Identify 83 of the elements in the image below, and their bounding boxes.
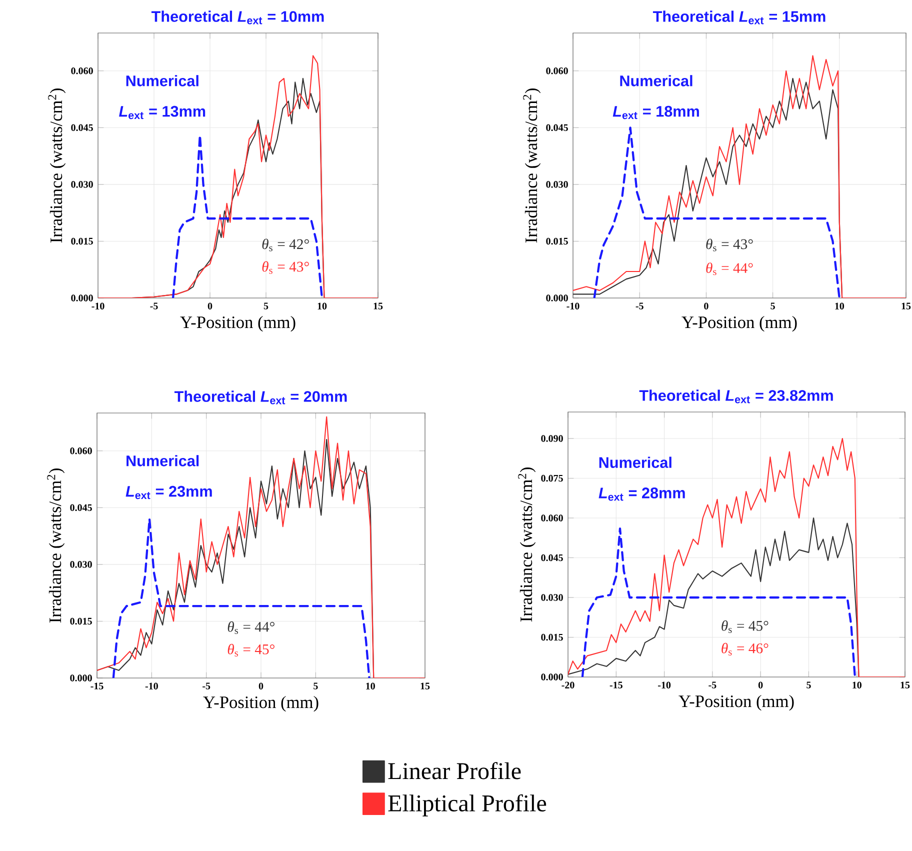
x-tick-label: -10 <box>566 302 580 310</box>
y-tick-label: 0.015 <box>71 238 93 245</box>
y-tick-label: 0.060 <box>70 447 92 454</box>
y-tick-label: 0.060 <box>71 67 93 74</box>
line-series <box>581 528 856 677</box>
line-series <box>593 126 840 298</box>
y-tick-label: 0.060 <box>541 514 563 522</box>
y-tick-label: 0.075 <box>541 474 563 482</box>
y-tick-label: 0.015 <box>70 618 92 625</box>
x-tick-label: -5 <box>202 682 210 690</box>
y-tick-label: 0.045 <box>541 554 563 562</box>
x-tick-label: 15 <box>374 302 383 310</box>
y-tick-label: 0.045 <box>546 124 568 132</box>
annotation: θ$_{s}$ = 45° <box>722 620 768 633</box>
annotation: Numerical <box>126 75 198 86</box>
line-series <box>172 134 324 298</box>
x-tick-label: -10 <box>658 682 671 688</box>
x-tick-label: 0 <box>208 302 212 310</box>
y-tick-label: 0.015 <box>546 238 568 245</box>
y-tick-label: 0.045 <box>70 504 92 512</box>
legend-label: Linear Profile <box>388 762 521 780</box>
annotation: θ$_{s}$ = 42° <box>262 238 309 252</box>
y-tick-label: 0.000 <box>70 674 92 682</box>
y-tick-label: 0.030 <box>546 181 568 188</box>
annotation: L$_{ext}$ = 28mm <box>598 488 685 501</box>
x-axis-title: Y-Position (mm) <box>203 696 318 712</box>
x-tick-label: -5 <box>636 302 644 310</box>
chart-title: Theoretical L$_{ext}$ = 23.82mm <box>639 390 833 404</box>
y-tick-label: 0.000 <box>541 674 563 680</box>
annotation: L$_{ext}$ = 23mm <box>126 486 212 500</box>
x-tick-label: -10 <box>92 302 104 310</box>
y-tick-label: 0.045 <box>71 124 93 132</box>
x-axis-title: Y-Position (mm) <box>180 316 296 332</box>
x-axis-title: Y-Position (mm) <box>682 316 797 332</box>
y-tick-label: 0.030 <box>70 561 92 568</box>
y-axis-title: Irradiance (watts/cm$^{2}$) <box>48 88 66 243</box>
annotation: θ$_{s}$ = 44° <box>228 621 274 634</box>
x-tick-label: -5 <box>708 682 716 688</box>
y-tick-label: 0.060 <box>546 67 568 74</box>
annotation: θ$_{s}$ = 44° <box>706 262 753 276</box>
y-axis-title: Irradiance (watts/cm$^{2}$) <box>47 468 65 623</box>
x-tick-label: 15 <box>900 682 910 688</box>
x-tick-label: 5 <box>806 682 811 688</box>
y-tick-label: 0.000 <box>71 294 93 302</box>
x-tick-label: 5 <box>314 682 318 690</box>
annotation: L$_{ext}$ = 18mm <box>612 106 699 120</box>
y-axis-title: Irradiance (watts/cm$^{2}$) <box>523 88 541 243</box>
x-tick-label: -15 <box>610 682 622 688</box>
x-tick-label: -20 <box>562 682 574 688</box>
x-tick-label: 5 <box>264 302 268 310</box>
x-tick-label: 5 <box>770 302 775 310</box>
legend-label: Elliptical Profile <box>388 794 546 816</box>
y-tick-label: 0.090 <box>541 435 563 442</box>
x-tick-label: 15 <box>420 682 430 690</box>
x-tick-label: 10 <box>852 682 862 688</box>
x-tick-label: 10 <box>835 302 844 310</box>
y-tick-label: 0.015 <box>541 634 563 641</box>
x-tick-label: -10 <box>145 682 158 690</box>
annotation: θ$_{s}$ = 43° <box>262 261 309 274</box>
x-tick-label: -15 <box>90 682 104 690</box>
x-tick-label: -5 <box>150 302 158 310</box>
annotation: Numerical <box>126 455 199 466</box>
y-axis-title: Irradiance (watts/cm$^{2}$) <box>518 468 536 622</box>
annotation: Numerical <box>620 75 692 86</box>
annotation: L$_{ext}$ = 13mm <box>119 106 206 120</box>
annotation: θ$_{s}$ = 43° <box>706 238 753 252</box>
x-tick-label: 10 <box>366 682 375 690</box>
chart-title: Theoretical L$_{ext}$ = 20mm <box>174 390 347 404</box>
annotation: θ$_{s}$ = 46° <box>722 642 768 656</box>
x-tick-label: 0 <box>758 682 763 688</box>
annotation: Numerical <box>599 456 672 468</box>
x-tick-label: 10 <box>318 302 327 310</box>
chart-title: Theoretical L$_{ext}$ = 15mm <box>652 10 826 24</box>
annotation: θ$_{s}$ = 45° <box>228 644 274 656</box>
x-axis-title: Y-Position (mm) <box>678 694 794 711</box>
x-tick-label: 0 <box>704 302 708 310</box>
y-tick-label: 0.030 <box>71 181 93 188</box>
y-tick-label: 0.030 <box>541 594 563 601</box>
line-series <box>112 518 370 678</box>
chart-title: Theoretical L$_{ext}$ = 10mm <box>151 10 324 24</box>
x-tick-label: 15 <box>902 302 911 310</box>
y-tick-label: 0.000 <box>546 294 568 302</box>
x-tick-label: 0 <box>258 682 264 690</box>
